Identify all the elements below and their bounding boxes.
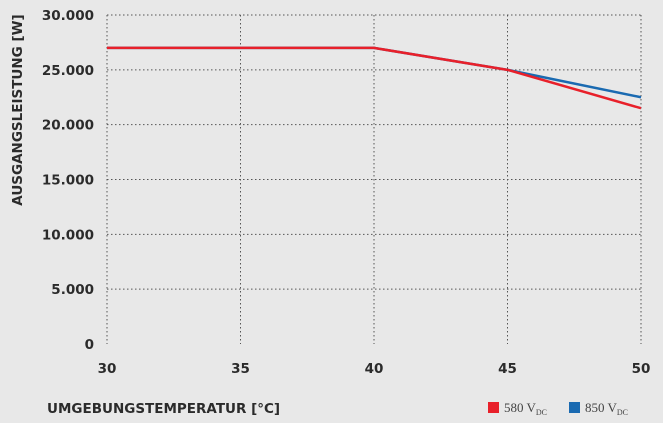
x-tick-labels: 30 35 40 45 50	[98, 361, 651, 377]
x-tick-label: 40	[365, 361, 384, 377]
y-tick-label: 10.000	[42, 227, 94, 243]
x-tick-label: 50	[632, 361, 651, 377]
x-axis-title: UMGEBUNGSTEMPERATUR [°C]	[47, 401, 280, 417]
series-line-580v	[107, 46, 642, 110]
y-tick-label: 30.000	[42, 8, 94, 24]
x-tick-label: 45	[498, 361, 517, 377]
legend-swatch-580	[488, 402, 499, 413]
legend-label-850: 850 VDC	[585, 400, 628, 417]
series-lines	[107, 46, 642, 110]
grid-lines	[106, 14, 642, 344]
y-tick-label: 5.000	[51, 282, 94, 298]
legend-swatch-850	[569, 402, 580, 413]
legend: 580 VDC 850 VDC	[488, 400, 628, 417]
y-tick-label: 25.000	[42, 63, 94, 79]
y-tick-label: 0	[85, 337, 94, 353]
y-tick-labels: 0 5.000 10.000 15.000 20.000 25.000 30.000	[42, 8, 94, 353]
x-tick-label: 35	[231, 361, 250, 377]
y-tick-label: 15.000	[42, 173, 94, 189]
legend-label-580: 580 VDC	[504, 400, 547, 417]
y-tick-label: 20.000	[42, 118, 94, 134]
x-tick-label: 30	[98, 361, 117, 377]
y-axis-title: AUSGANGSLEISTUNG [W]	[10, 14, 26, 205]
